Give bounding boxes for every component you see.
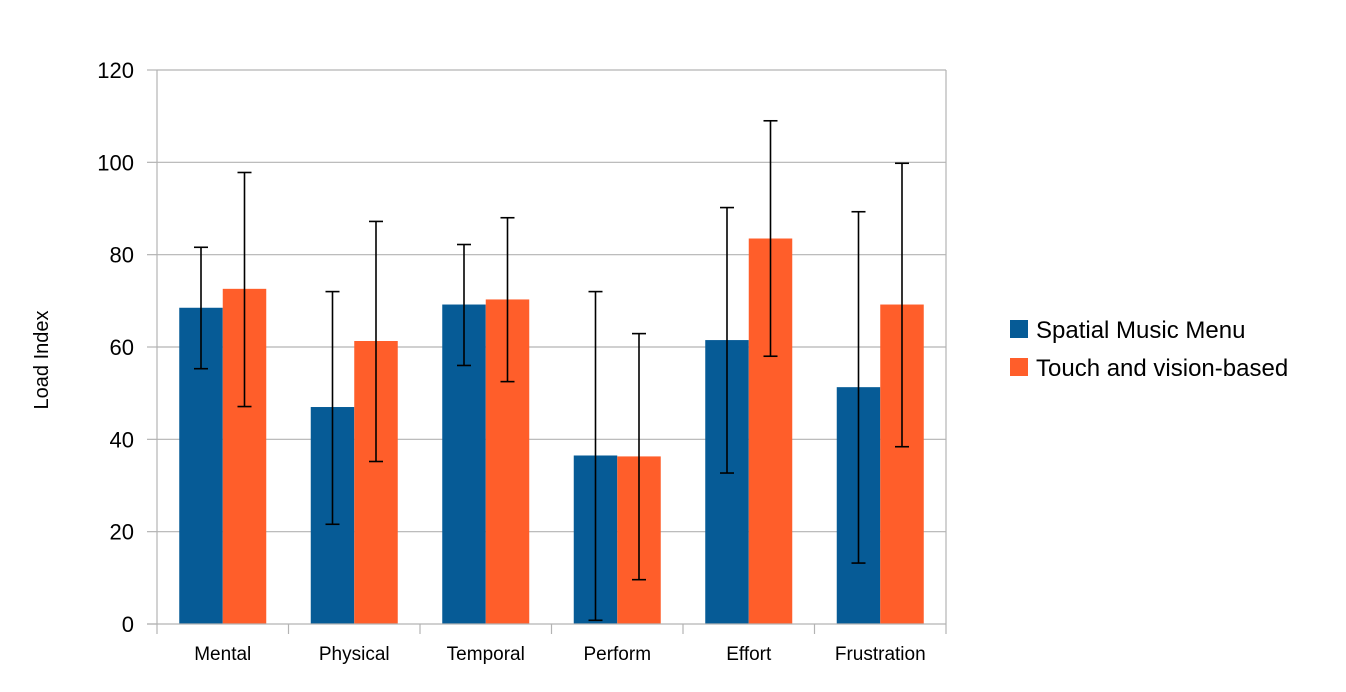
error-bars <box>194 119 909 622</box>
x-category-labels: Mental Physical Temporal Perform Effort Frust… <box>194 644 925 665</box>
y-tick-label-100: 100 <box>97 150 134 175</box>
error-bar-spatial-music-menu-physical <box>325 290 340 526</box>
legend-label-touch-and-vision-based: Touch and vision-based <box>1036 355 1288 382</box>
error-bar-spatial-music-menu-effort <box>720 206 734 474</box>
y-tick-label-120: 120 <box>97 58 134 83</box>
error-bar-touch-and-vision-based-perform <box>632 332 646 581</box>
error-bar-touch-and-vision-based-frustration <box>895 162 909 448</box>
x-label-perform: Perform <box>583 644 651 665</box>
error-bar-spatial-music-menu-temporal <box>457 243 471 367</box>
legend-swatch-touch-and-vision-based <box>1010 358 1028 376</box>
error-bar-spatial-music-menu-mental <box>194 246 208 370</box>
error-bar-touch-and-vision-based-mental <box>237 171 252 408</box>
error-bar-spatial-music-menu-perform <box>588 290 603 622</box>
error-bar-spatial-music-menu-frustration <box>851 210 866 564</box>
gridlines <box>157 69 946 533</box>
x-label-effort: Effort <box>726 644 772 665</box>
x-label-mental: Mental <box>194 644 251 665</box>
bars <box>179 238 924 624</box>
error-bar-touch-and-vision-based-temporal <box>500 216 515 383</box>
x-label-temporal: Temporal <box>447 644 525 665</box>
y-tick-label-80: 80 <box>110 243 134 268</box>
y-axis-label: Load Index <box>31 311 53 410</box>
y-tick-label-60: 60 <box>110 335 134 360</box>
y-tick-label-20: 20 <box>110 520 134 545</box>
legend-swatch-spatial-music-menu <box>1010 320 1028 338</box>
error-bar-touch-and-vision-based-effort <box>763 119 778 358</box>
x-label-frustration: Frustration <box>835 644 926 665</box>
legend-label-spatial-music-menu: Spatial Music Menu <box>1036 317 1245 344</box>
axes <box>147 69 947 634</box>
y-tick-label-40: 40 <box>110 427 134 452</box>
legend: Spatial Music Menu Touch and vision-base… <box>1010 317 1288 382</box>
y-tick-labels: 0 20 40 60 80 100 120 <box>97 58 134 637</box>
x-label-physical: Physical <box>319 644 390 665</box>
y-tick-label-0: 0 <box>122 612 134 637</box>
error-bar-touch-and-vision-based-physical <box>369 220 383 463</box>
